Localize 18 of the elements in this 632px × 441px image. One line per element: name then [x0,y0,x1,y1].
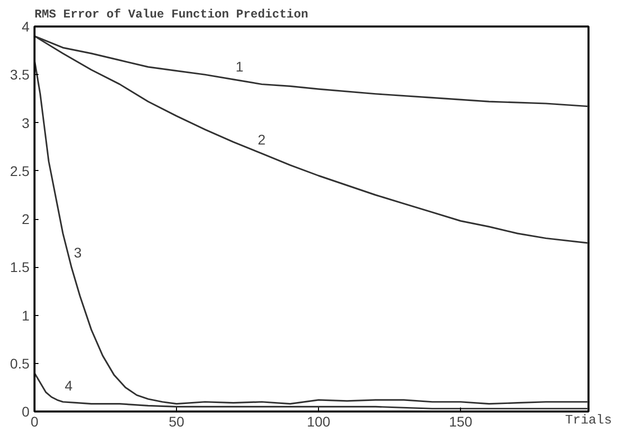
y-tick-label: 1 [22,307,30,324]
y-tick-label: 1.5 [10,259,30,276]
series-label: 2 [258,131,266,148]
x-tick-label: 150 [448,414,473,430]
series-label: 4 [64,378,73,394]
series-label: 3 [74,244,82,261]
x-tick-label: 100 [306,414,330,430]
y-tick-label: 0.5 [10,355,30,372]
x-axis-title: Trials [565,412,612,428]
y-tick-label: 3 [22,114,30,131]
y-tick-label: 0 [22,404,30,420]
chart-title: RMS Error of Value Function Prediction [34,8,308,22]
series-label: 1 [236,58,244,74]
x-tick-label: 50 [168,414,185,430]
y-tick-label: 3.5 [10,66,30,83]
y-tick-label: 4 [22,18,30,34]
y-tick-label: 2.5 [10,162,30,179]
y-tick-label: 2 [22,211,30,227]
